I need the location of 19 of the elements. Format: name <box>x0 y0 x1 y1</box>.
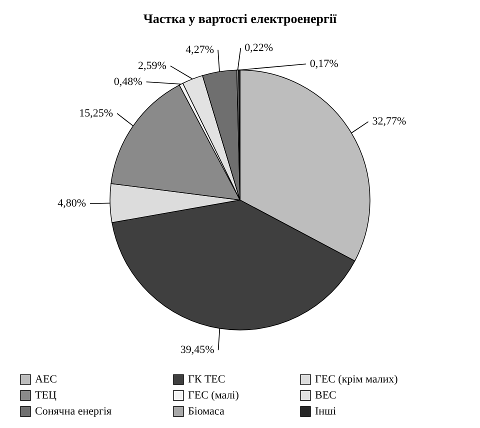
data-label: 32,77% <box>372 116 406 128</box>
legend-label: Інші <box>315 406 336 418</box>
legend-label: ВЕС <box>315 390 336 402</box>
legend-label: ТЕЦ <box>35 390 56 402</box>
chart-title: Частка у вартості електроенергії <box>143 11 338 26</box>
data-label: 0,22% <box>244 42 274 54</box>
data-label: 4,80% <box>58 198 86 210</box>
legend-label: ГЕС (крім малих) <box>315 374 398 386</box>
data-label: 15,25% <box>79 107 114 120</box>
data-label: 0,17% <box>310 58 338 70</box>
data-label: 2,59% <box>138 60 166 72</box>
legend-label: Біомаса <box>188 406 224 418</box>
data-label: 39,45% <box>180 344 214 356</box>
legend-label: Сонячна енергія <box>35 406 112 418</box>
legend-label: АЕС <box>35 374 57 386</box>
legend-label: ГЕС (малі) <box>188 390 240 402</box>
data-label: 4,27% <box>186 44 214 56</box>
data-label: 0,48% <box>114 76 142 88</box>
legend-label: ГК ТЕС <box>188 374 226 386</box>
